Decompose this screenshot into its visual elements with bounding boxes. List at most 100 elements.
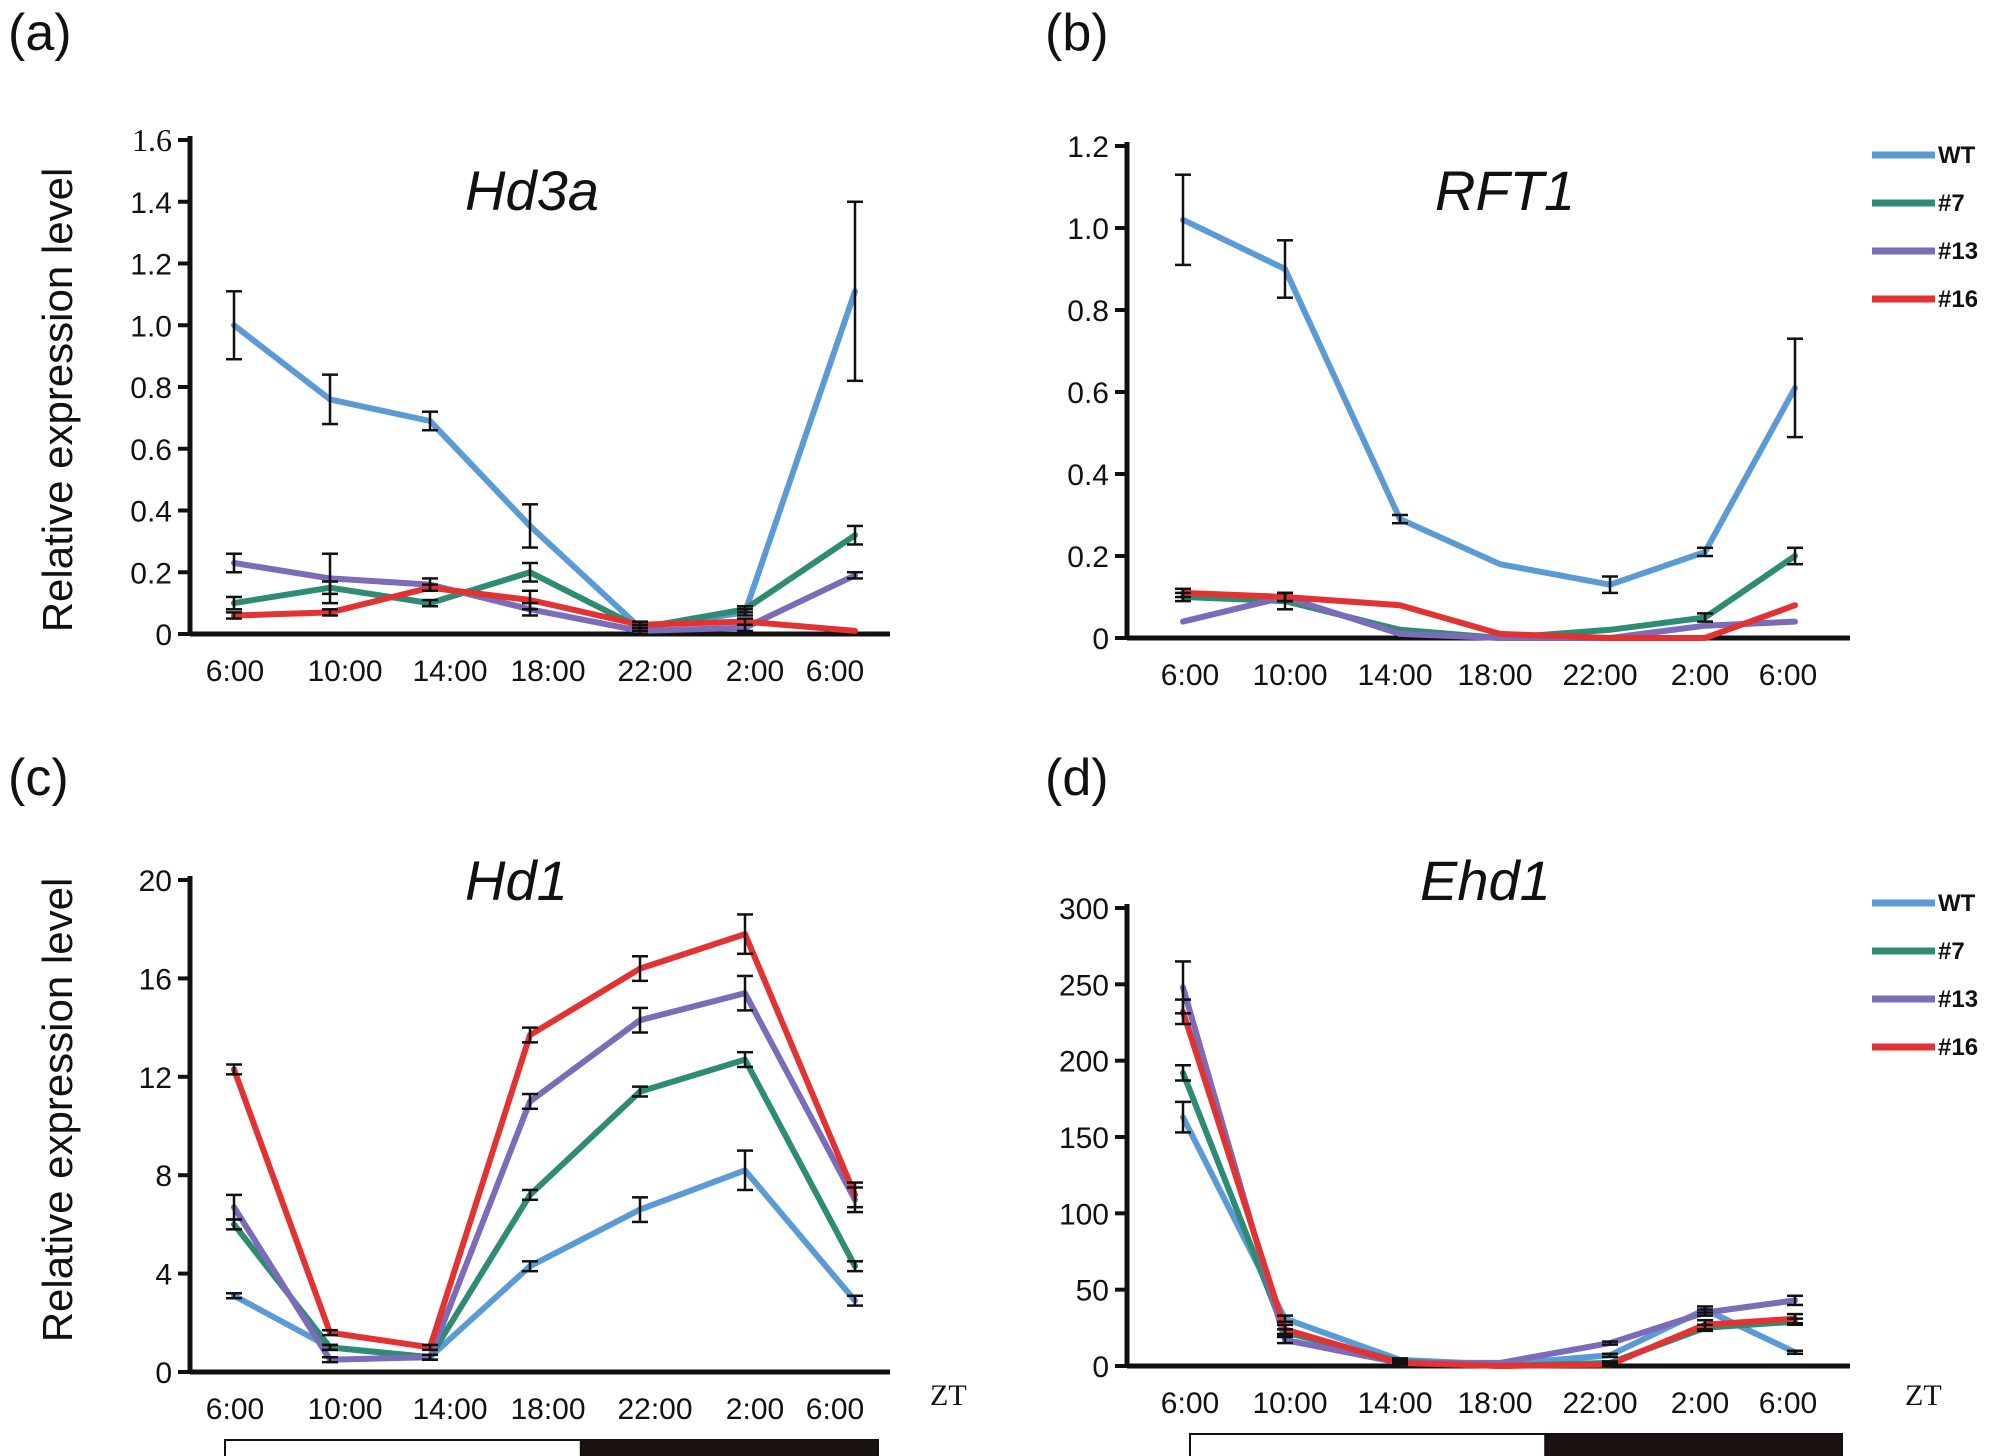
- x-tick-label: 6:00: [1759, 1387, 1817, 1420]
- error-bar: [1787, 1349, 1803, 1356]
- chart-title-c: Hd1: [465, 849, 568, 912]
- error-bar: [737, 1050, 753, 1069]
- error-bar: [522, 1092, 538, 1111]
- error-bar: [632, 1085, 648, 1098]
- y-tick-label: 0.2: [130, 557, 172, 590]
- legend-d: WT #7 #13 #16: [1872, 890, 1978, 1061]
- x-tick-label: 22:00: [617, 1393, 692, 1426]
- x-tick-label: 6:00: [806, 655, 864, 688]
- y-tick-label: 20: [139, 865, 172, 898]
- x-tick-label: 6:00: [806, 1393, 864, 1426]
- panel-label-d: (d): [1045, 749, 1109, 807]
- error-bar: [1277, 591, 1293, 603]
- error-bar: [737, 1149, 753, 1192]
- error-bar: [1277, 1314, 1293, 1323]
- x-axis-label-d: ZT: [1905, 1379, 1942, 1412]
- error-bar: [1277, 1335, 1293, 1345]
- legend-label: WT: [1938, 142, 1976, 169]
- legend-label: #16: [1938, 286, 1978, 313]
- x-tick-label: 6:00: [1759, 659, 1817, 692]
- error-bar: [226, 1193, 242, 1221]
- y-tick-label: 1.0: [130, 310, 172, 343]
- panel-label-b: (b): [1045, 4, 1109, 62]
- light-period-bar: [1189, 1433, 1547, 1456]
- y-tick-label: 0.2: [1067, 541, 1109, 574]
- error-bar: [522, 1188, 538, 1202]
- error-bar: [226, 290, 242, 361]
- legend-label: #7: [1938, 938, 1965, 965]
- error-bar: [1787, 546, 1803, 566]
- error-bar: [632, 1196, 648, 1224]
- x-tick-label: 22:00: [617, 655, 692, 688]
- x-tick-label: 6:00: [206, 655, 264, 688]
- error-bar: [1277, 1323, 1293, 1336]
- series-line: [1180, 216, 1798, 588]
- series-line: [231, 1056, 858, 1361]
- error-bar: [422, 598, 438, 608]
- y-tick-label: 0.8: [130, 372, 172, 405]
- error-bar: [322, 1328, 338, 1337]
- error-bar: [522, 1026, 538, 1044]
- dark-period-bar: [579, 1439, 879, 1456]
- series-line: [231, 990, 858, 1363]
- error-bar: [632, 955, 648, 983]
- error-bar: [847, 1260, 863, 1273]
- error-bar: [1697, 612, 1713, 623]
- y-tick-label: 1.2: [1067, 131, 1109, 164]
- legend-item: #13: [1872, 986, 1978, 1013]
- error-bar: [1602, 575, 1618, 595]
- panel-b: (b) RFT1 0 0.2 0.4 0.6 0.8 1.0 1.2 6:00 10:00 14:…: [1045, 4, 1978, 692]
- error-bar: [847, 200, 863, 383]
- error-bar: [322, 552, 338, 605]
- error-bar: [522, 1260, 538, 1273]
- chart-title-d: Ehd1: [1420, 849, 1551, 912]
- y-tick-label: 0.6: [1067, 377, 1109, 410]
- error-bar: [322, 1355, 338, 1364]
- y-tick-label: 200: [1059, 1046, 1109, 1079]
- error-bar: [422, 410, 438, 432]
- error-bar: [1175, 1063, 1191, 1082]
- error-bar: [1175, 587, 1191, 599]
- error-bar: [737, 604, 753, 614]
- error-bar: [1175, 998, 1191, 1026]
- x-tick-label: 18:00: [1457, 659, 1532, 692]
- legend-item: WT: [1872, 890, 1976, 917]
- legend-b: WT #7 #13 #16: [1872, 142, 1978, 313]
- error-bar: [737, 617, 753, 626]
- x-tick-label: 18:00: [510, 655, 585, 688]
- error-bar: [226, 1063, 242, 1076]
- error-bar: [1392, 513, 1408, 525]
- x-tick-label: 6:00: [206, 1393, 264, 1426]
- axes-c: 0 4 8 12 16 20 6:00 10:00 14:00 18:00 22:00 2:00 6:0…: [139, 865, 890, 1456]
- axes-d: 0 50 100 150 200 250 300 6:00 10:00 14:00 18:00 22:…: [1059, 893, 1850, 1456]
- x-tick-label: 14:00: [1357, 659, 1432, 692]
- y-tick-label: 1.2: [130, 249, 172, 282]
- error-bar: [1697, 1308, 1713, 1317]
- error-bar: [632, 1006, 648, 1034]
- error-bar: [1602, 1361, 1618, 1368]
- error-bar: [737, 913, 753, 956]
- error-bar: [226, 552, 242, 574]
- error-bar: [322, 1343, 338, 1352]
- error-bar: [1175, 173, 1191, 267]
- x-tick-label: 22:00: [1562, 659, 1637, 692]
- x-tick-label: 10:00: [1252, 659, 1327, 692]
- x-tick-label: 14:00: [412, 655, 487, 688]
- series-line: [1180, 1069, 1798, 1369]
- error-bar: [422, 583, 438, 593]
- x-tick-label: 2:00: [1671, 659, 1729, 692]
- x-tick-label: 14:00: [412, 1393, 487, 1426]
- x-tick-label: 10:00: [307, 1393, 382, 1426]
- legend-item: #7: [1872, 938, 1965, 965]
- y-tick-label: 0: [1092, 623, 1109, 656]
- legend-label: #16: [1938, 1034, 1978, 1061]
- axes-a: 0 0.2 0.4 0.6 0.8 1.0 1.2 1.4 1.6 6:00 10:00 14:00 1…: [130, 122, 890, 688]
- panel-a: (a) Hd3a Relative expression level 00.20…: [8, 4, 890, 688]
- legend-item: #16: [1872, 1034, 1978, 1061]
- panel-d: (d) Ehd1 ZT 0 50 100 150 200 250 300 6:00 10:00 1…: [1045, 749, 1978, 1456]
- x-tick-label: 22:00: [1562, 1387, 1637, 1420]
- y-tick-label: 0.4: [130, 496, 172, 529]
- axes-b: 0 0.2 0.4 0.6 0.8 1.0 1.2 6:00 10:00 14:00 18:00 22…: [1067, 131, 1850, 692]
- error-bar: [226, 595, 242, 611]
